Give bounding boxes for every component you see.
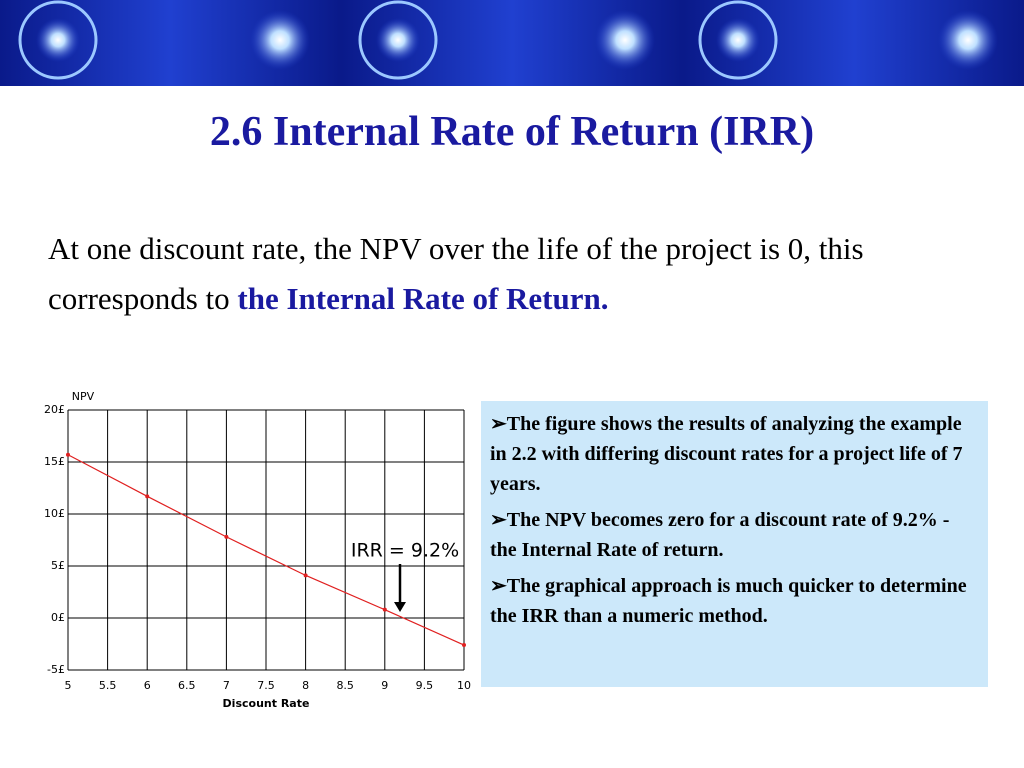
x-tick-label: 10: [457, 679, 471, 692]
bullet: ➢The figure shows the results of analyzi…: [490, 413, 963, 495]
x-tick-label: 8.5: [336, 679, 354, 692]
data-point: [382, 607, 387, 612]
x-tick-label: 5: [65, 679, 72, 692]
x-tick-label: 8: [302, 679, 309, 692]
y-axis-label: NPV: [72, 390, 95, 403]
bullet-text: The NPV becomes zero for a discount rate…: [490, 509, 950, 561]
data-point: [145, 494, 150, 499]
bullet-text: The graphical approach is much quicker t…: [490, 575, 967, 627]
intro: At one discount rate, the NPV over the l…: [48, 231, 864, 316]
x-axis-label: Discount Rate: [223, 697, 310, 710]
y-tick-label: 15£: [44, 455, 65, 468]
annotation: IRR = 9.2%: [351, 540, 459, 562]
notes-box: ➢The figure shows the results of analyzi…: [481, 401, 988, 687]
arrow-head: [394, 602, 406, 612]
y-tick-label: 10£: [44, 507, 65, 520]
data-point: [224, 534, 229, 539]
bullet-text: The figure shows the results of analyzin…: [490, 413, 963, 495]
y-tick-label: 5£: [51, 559, 65, 572]
data-point: [303, 573, 308, 578]
header-banner: [0, 0, 1024, 86]
x-tick-label: 6: [144, 679, 151, 692]
intro-emphasis: the Internal Rate of Return.: [237, 281, 609, 316]
x-tick-label: 7: [223, 679, 230, 692]
intro-text: At one discount rate, the NPV over the l…: [48, 224, 1008, 324]
data-point: [66, 452, 70, 457]
bullet: ➢The graphical approach is much quicker …: [490, 575, 967, 627]
y-tick-label: 0£: [51, 611, 65, 624]
y-tick-label: 20£: [44, 403, 65, 416]
x-tick-label: 9: [381, 679, 388, 692]
bullet: ➢The NPV becomes zero for a discount rat…: [490, 509, 950, 561]
chart: NPV Discount Rate IRR = 9.2% -5£ 0£ 5£ 10£ 1…: [44, 390, 471, 710]
y-tick-label: -5£: [47, 663, 65, 676]
x-tick-label: 7.5: [257, 679, 275, 692]
x-tick-label: 5.5: [99, 679, 117, 692]
x-tick-label: 6.5: [178, 679, 196, 692]
line-series: [67, 454, 465, 646]
slide-title: 2.6 Internal Rate of Return (IRR): [209, 109, 815, 155]
data-point: [462, 643, 466, 648]
x-tick-label: 9.5: [416, 679, 434, 692]
